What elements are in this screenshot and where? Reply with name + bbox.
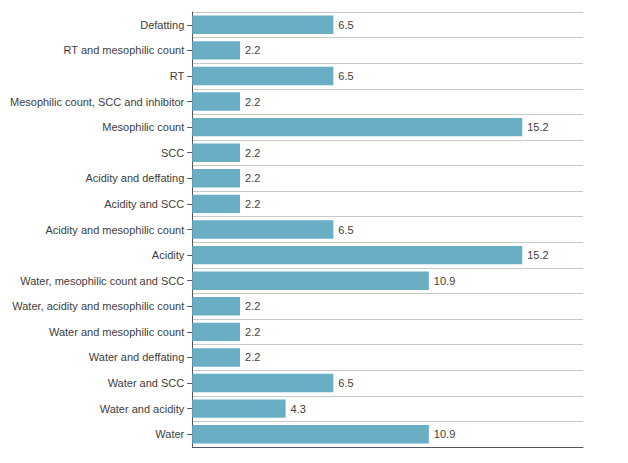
svg-text:Water and mesophilic count: Water and mesophilic count	[49, 326, 184, 338]
svg-text:15.2: 15.2	[527, 121, 548, 133]
svg-text:6.5: 6.5	[338, 377, 353, 389]
svg-text:2.2: 2.2	[245, 96, 260, 108]
svg-text:Water and SCC: Water and SCC	[108, 377, 185, 389]
svg-text:Water and acidity: Water and acidity	[100, 403, 185, 415]
svg-text:15.2: 15.2	[527, 249, 548, 261]
svg-text:4.3: 4.3	[291, 403, 306, 415]
svg-text:Water and deffating: Water and deffating	[89, 351, 184, 363]
svg-text:2.2: 2.2	[245, 326, 260, 338]
svg-text:RT and mesophilic count: RT and mesophilic count	[64, 44, 185, 56]
svg-text:6.5: 6.5	[338, 19, 353, 31]
svg-text:2.2: 2.2	[245, 300, 260, 312]
svg-text:Water, acidity and mesophilic: Water, acidity and mesophilic count	[12, 300, 184, 312]
svg-text:Water: Water	[155, 428, 184, 440]
svg-text:Defatting: Defatting	[140, 19, 184, 31]
svg-text:2.2: 2.2	[245, 351, 260, 363]
svg-text:6.5: 6.5	[338, 224, 353, 236]
svg-text:2.2: 2.2	[245, 172, 260, 184]
svg-text:10.9: 10.9	[434, 275, 455, 287]
svg-text:6.5: 6.5	[338, 70, 353, 82]
svg-text:Acidity and mesophilic count: Acidity and mesophilic count	[45, 224, 184, 236]
svg-text:SCC: SCC	[161, 147, 184, 159]
svg-text:2.2: 2.2	[245, 44, 260, 56]
svg-text:Water, mesophilic count and SC: Water, mesophilic count and SCC	[20, 275, 184, 287]
svg-text:2.2: 2.2	[245, 198, 260, 210]
svg-text:Acidity: Acidity	[152, 249, 185, 261]
svg-text:Mesophilic count: Mesophilic count	[102, 121, 184, 133]
svg-text:Acidity and SCC: Acidity and SCC	[104, 198, 184, 210]
svg-text:2.2: 2.2	[245, 147, 260, 159]
svg-text:RT: RT	[170, 70, 185, 82]
svg-text:Acidity and deffating: Acidity and deffating	[85, 172, 184, 184]
svg-text:10.9: 10.9	[434, 428, 455, 440]
svg-text:Mesophilic count, SCC and inhi: Mesophilic count, SCC and inhibitor	[10, 96, 185, 108]
